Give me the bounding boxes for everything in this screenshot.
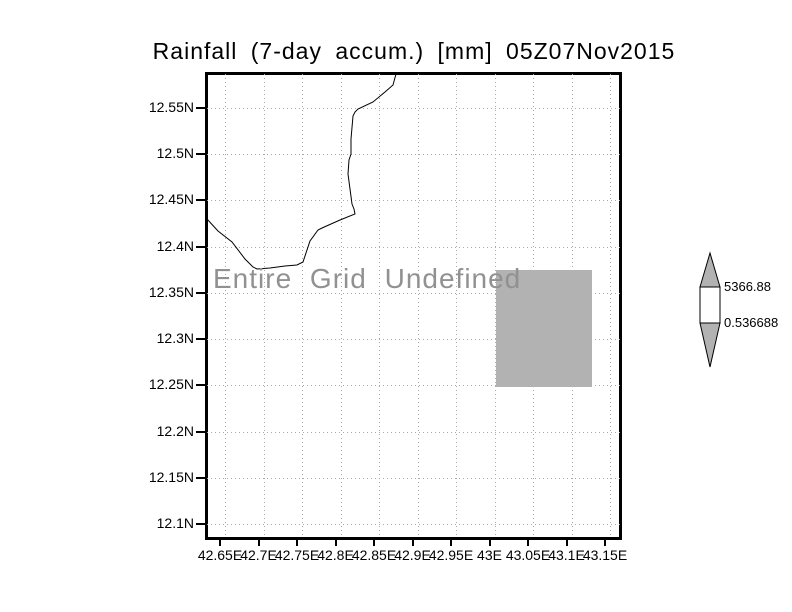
lat-tick-mark <box>196 245 207 248</box>
lon-tick-mark <box>527 538 529 546</box>
lat-tick-label: 12.4N <box>156 237 194 254</box>
gridline-horizontal <box>207 524 620 525</box>
lon-tick-label: 43.15E <box>582 547 628 563</box>
gridline-horizontal <box>207 431 620 433</box>
gridline-horizontal <box>207 154 620 156</box>
lat-tick-label: 12.3N <box>156 330 194 347</box>
undefined-data-region <box>496 270 592 387</box>
colorbar-body <box>699 286 721 324</box>
lat-tick-mark <box>196 523 207 525</box>
lon-tick-mark <box>450 538 452 546</box>
lat-tick-mark <box>196 107 207 109</box>
lon-tick-mark <box>565 538 568 546</box>
lon-tick-label: 43.1E <box>548 547 585 563</box>
gridline-vertical <box>456 74 457 538</box>
gridline-horizontal <box>207 292 620 294</box>
colorbar-max-label: 5366.88 <box>724 279 771 294</box>
lon-tick-mark <box>296 538 298 546</box>
gridline-vertical <box>494 74 496 538</box>
gridline-horizontal <box>207 339 620 341</box>
gridline-horizontal <box>207 108 620 109</box>
lat-tick-label: 12.1N <box>156 515 194 531</box>
lat-tick-mark <box>196 199 207 202</box>
gridline-vertical <box>225 74 226 538</box>
gridline-horizontal <box>207 200 620 202</box>
colorbar <box>699 251 721 368</box>
lat-tick-label: 12.25N <box>148 376 194 393</box>
lon-tick-label: 43.05E <box>505 547 551 563</box>
lon-tick-mark <box>411 538 414 546</box>
lat-tick-mark <box>196 291 207 294</box>
lon-tick-mark <box>334 538 337 546</box>
lon-tick-label: 42.8E <box>317 547 354 563</box>
undefined-grid-message: Entire Grid Undefined <box>213 263 522 294</box>
lon-tick-label: 42.7E <box>240 547 277 563</box>
lat-tick-mark <box>196 153 207 156</box>
lat-tick-mark <box>196 430 207 433</box>
map-plot-area <box>206 73 620 538</box>
lon-tick-label: 42.95E <box>428 547 474 563</box>
lon-tick-label: 42.75E <box>274 547 320 563</box>
gridline-vertical <box>417 74 419 538</box>
gridline-horizontal <box>207 477 620 479</box>
lon-tick-label: 42.85E <box>351 547 397 563</box>
lat-tick-label: 12.2N <box>156 422 194 439</box>
lon-tick-mark <box>257 538 260 546</box>
gridline-vertical <box>302 74 303 538</box>
gridline-horizontal <box>207 385 620 387</box>
lon-tick-label: 42.65E <box>197 547 243 563</box>
lat-tick-label: 12.55N <box>148 99 194 115</box>
lon-tick-label: 43E <box>477 547 502 563</box>
plot-title: Rainfall (7-day accum.) [mm] 05Z07Nov201… <box>152 38 676 64</box>
lon-tick-mark <box>488 538 491 546</box>
lat-tick-label: 12.5N <box>156 145 194 162</box>
coastline-layer <box>206 73 397 270</box>
map-frame-border <box>205 72 622 540</box>
lat-tick-label: 12.45N <box>148 191 194 208</box>
colorbar-min-label: 0.536688 <box>724 315 779 330</box>
lat-tick-label: 12.15N <box>148 468 194 485</box>
lon-tick-mark <box>373 538 375 546</box>
lat-tick-mark <box>196 476 207 479</box>
colorbar-down-arrow <box>699 322 721 368</box>
gridline-vertical <box>610 74 611 538</box>
gridline-vertical <box>263 74 265 538</box>
lat-tick-label: 12.35N <box>148 283 194 300</box>
lat-tick-mark <box>196 384 207 387</box>
lon-tick-label: 42.9E <box>394 547 431 563</box>
lat-tick-mark <box>196 338 207 341</box>
lon-tick-mark <box>219 538 221 546</box>
gridline-horizontal <box>207 246 620 248</box>
gridline-vertical <box>379 74 380 538</box>
coastline-path <box>206 73 397 270</box>
gridline-vertical <box>340 74 342 538</box>
colorbar-up-arrow <box>699 251 721 288</box>
lon-tick-mark <box>604 538 606 546</box>
